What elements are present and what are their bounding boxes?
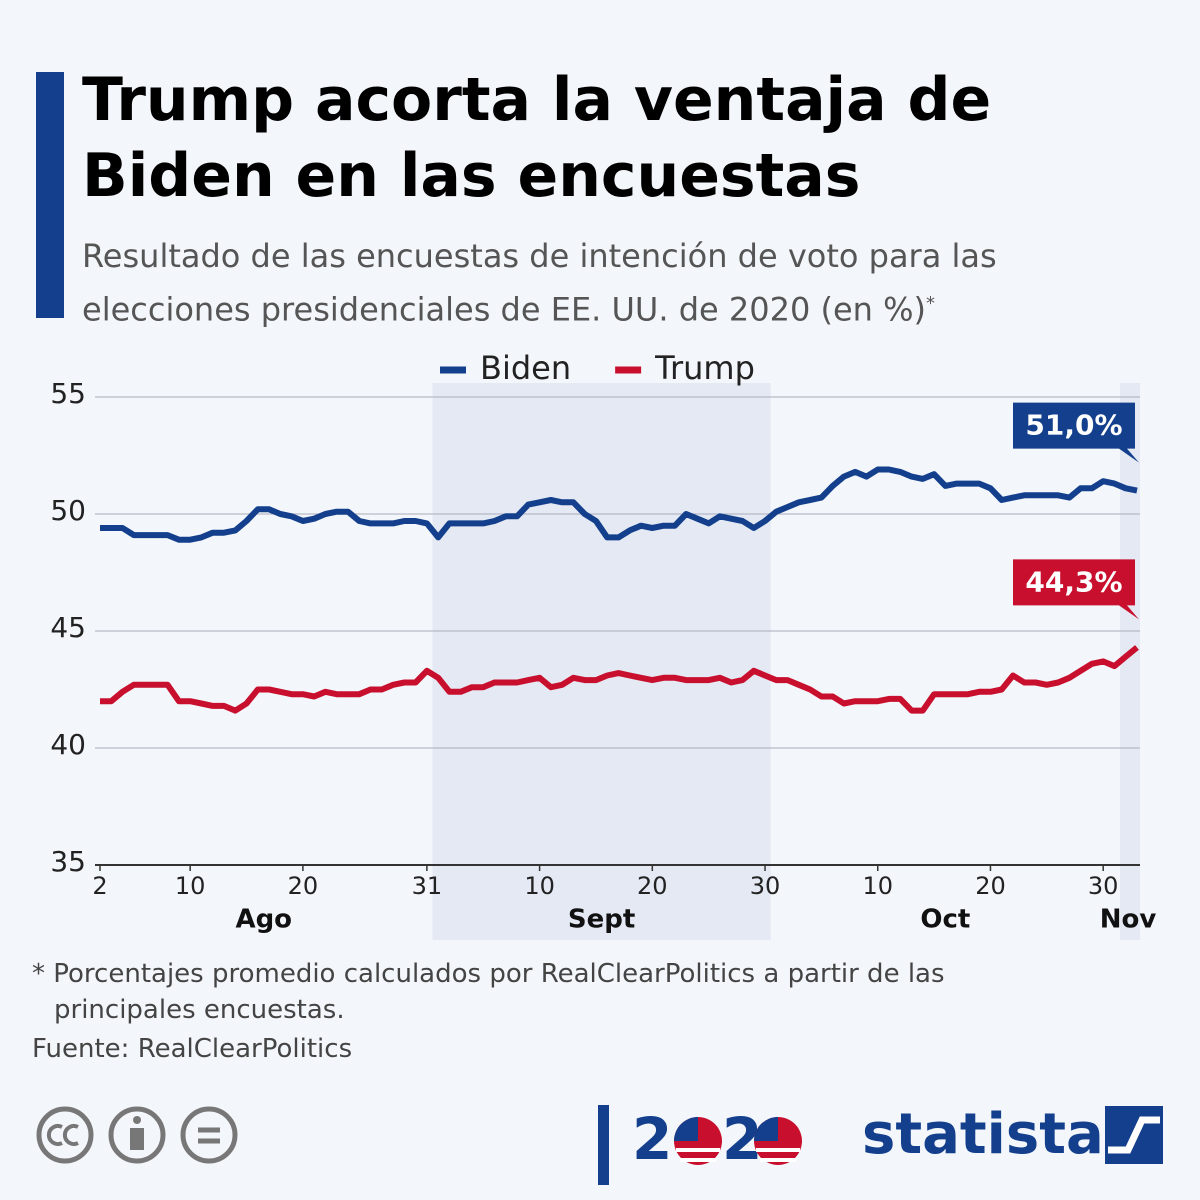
y-tick-label: 35 — [50, 845, 86, 878]
cc-icons — [36, 1106, 238, 1164]
x-tick-label: 10 — [862, 872, 893, 900]
footnote-text: Porcentajes promedio calculados por Real… — [53, 959, 945, 1025]
month-band — [432, 383, 771, 940]
value-label: 51,0% — [1025, 409, 1122, 442]
x-tick-label: 10 — [524, 872, 555, 900]
callout — [1013, 402, 1139, 463]
title-bar — [36, 72, 64, 318]
legend-label: Biden — [480, 349, 571, 387]
subtitle-mark: * — [925, 293, 935, 314]
x-tick-label: 20 — [975, 872, 1006, 900]
month-label: Oct — [920, 905, 970, 935]
publisher-logo: statista — [862, 1102, 1104, 1167]
month-label: Nov — [1100, 905, 1157, 935]
x-tick-label: 31 — [412, 872, 443, 900]
month-label: Sept — [568, 905, 635, 935]
legend-label: Trump — [654, 349, 755, 387]
publisher-icon — [1105, 1106, 1163, 1164]
x-tick-label: 20 — [637, 872, 668, 900]
x-tick-label: 30 — [1088, 872, 1119, 900]
footnote: * Porcentajes promedio calculados por Re… — [32, 956, 954, 1028]
x-tick-label: 10 — [175, 872, 206, 900]
plot: Ago Sept Oct Nov 35 40 45 50 55 2 10 20 31 10 20 30 10 20… — [50, 349, 1156, 940]
line — [100, 645, 1139, 714]
flag-zeros — [674, 1117, 802, 1165]
x-tick-label: 2 — [92, 872, 107, 900]
footnote-mark: * — [32, 959, 45, 989]
y-tick-label: 45 — [50, 611, 86, 644]
month-band — [1120, 383, 1140, 940]
callout — [1013, 559, 1139, 620]
value-label: 44,3% — [1025, 565, 1122, 598]
event-digit: 2 — [632, 1105, 672, 1173]
event-bar — [598, 1105, 609, 1185]
subtitle-text: Resultado de las encuestas de intención … — [82, 237, 997, 329]
source: Fuente: RealClearPolitics — [32, 1034, 353, 1064]
subtitle: Resultado de las encuestas de intención … — [82, 232, 1162, 334]
x-tick-label: 30 — [750, 872, 781, 900]
title: Trump acorta la ventaja de Biden en las … — [82, 65, 992, 211]
line — [100, 466, 1138, 543]
y-tick-label: 40 — [50, 728, 86, 761]
month-label: Ago — [235, 905, 292, 935]
x-tick-label: 20 — [288, 872, 319, 900]
y-tick-label: 55 — [50, 377, 86, 410]
y-tick-label: 50 — [50, 494, 86, 527]
